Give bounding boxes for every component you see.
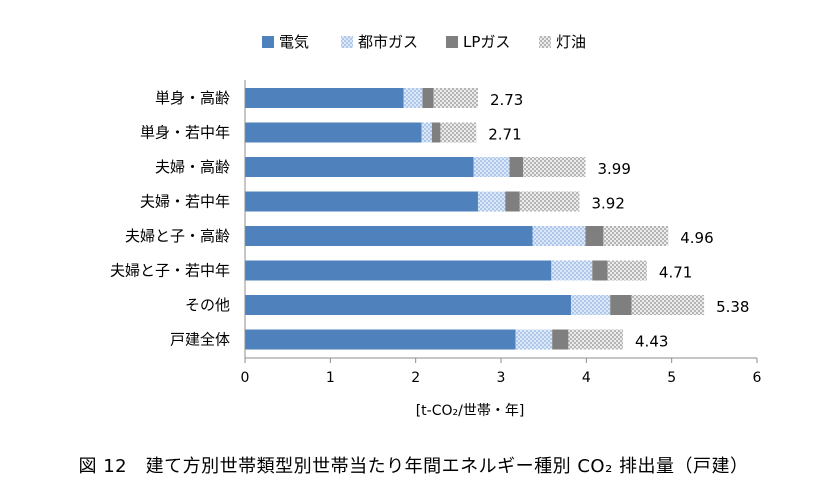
bar-segment-2 (570, 295, 611, 315)
total-value-label: 3.99 (597, 160, 630, 178)
bar-segment-1 (245, 329, 516, 350)
bar-segment-3 (585, 226, 604, 246)
bar-segment-3 (552, 329, 569, 350)
legend-label-4: 灯油 (556, 33, 586, 51)
bar-segment-3 (610, 295, 632, 315)
figure-caption: 図 12 建て方別世帯類型別世帯当たり年間エネルギー種別 CO₂ 排出量（戸建） (78, 456, 749, 477)
x-tick-label: 2 (411, 370, 420, 386)
bar-segment-3 (505, 191, 520, 212)
chart: 電気 都市ガス LPガス 灯油 単身・高齢 2.73 単身・若中年 2.71 夫婦・高齢 3.9… (110, 33, 762, 419)
category-label: 単身・高齢 (155, 89, 230, 107)
bar-segment-1 (245, 122, 422, 143)
x-tick-label: 5 (667, 370, 676, 386)
bar-segment-3 (431, 122, 441, 143)
bars: 単身・高齢 2.73 単身・若中年 2.71 夫婦・高齢 3.99 夫婦・若中年 3.92 夫婦… (110, 88, 749, 351)
category-label: その他 (185, 296, 230, 314)
bar-segment-2 (515, 329, 553, 350)
bar-segment-4 (631, 295, 705, 315)
bar-segment-2 (403, 88, 423, 108)
bar-segment-4 (568, 329, 624, 350)
bar-segment-1 (245, 260, 552, 281)
bar-segment-1 (245, 191, 478, 212)
legend: 電気 都市ガス LPガス 灯油 (262, 33, 586, 51)
bar-segment-4 (607, 260, 647, 281)
bar-segment-3 (592, 260, 608, 281)
legend-swatch-1 (262, 36, 274, 48)
bar-segment-4 (603, 226, 669, 246)
total-value-label: 4.43 (635, 333, 668, 351)
legend-label-2: 都市ガス (358, 33, 418, 51)
legend-swatch-4 (539, 36, 551, 48)
bar-segment-2 (551, 260, 593, 281)
x-tick-label: 0 (241, 370, 250, 386)
bar-segment-4 (523, 157, 586, 177)
bar-segment-4 (519, 191, 580, 212)
category-label: 夫婦・高齢 (155, 158, 230, 176)
x-tick-label: 6 (753, 370, 762, 386)
bar-segment-4 (433, 88, 478, 108)
bar-segment-1 (245, 226, 533, 246)
x-tick-label: 3 (497, 370, 506, 386)
bar-segment-1 (245, 88, 404, 108)
total-value-label: 5.38 (716, 298, 749, 316)
total-value-label: 3.92 (592, 195, 625, 213)
bar-segment-1 (245, 157, 474, 177)
bar-segment-2 (477, 191, 506, 212)
category-label: 夫婦と子・高齢 (125, 227, 230, 245)
axes: 0 1 2 3 4 5 6 (241, 80, 762, 386)
category-label: 夫婦・若中年 (140, 193, 230, 211)
legend-label-3: LPガス (463, 33, 510, 51)
bar-segment-1 (245, 295, 571, 315)
x-tick-label: 1 (326, 370, 335, 386)
total-value-label: 4.71 (659, 264, 692, 282)
legend-swatch-3 (446, 36, 458, 48)
x-tick-label: 4 (582, 370, 591, 386)
legend-label-1: 電気 (279, 33, 309, 51)
bar-segment-2 (532, 226, 586, 246)
bar-segment-2 (421, 122, 432, 143)
total-value-label: 2.71 (488, 126, 521, 144)
bar-segment-4 (440, 122, 477, 143)
bar-segment-2 (473, 157, 510, 177)
category-label: 戸建全体 (170, 331, 230, 349)
total-value-label: 2.73 (490, 91, 523, 109)
bar-segment-3 (422, 88, 434, 108)
x-axis-label: [t-CO₂/世帯・年] (416, 403, 525, 419)
bar-segment-3 (509, 157, 524, 177)
legend-swatch-2 (341, 36, 353, 48)
category-label: 夫婦と子・若中年 (110, 262, 230, 280)
category-label: 単身・若中年 (140, 124, 230, 142)
total-value-label: 4.96 (680, 229, 713, 247)
